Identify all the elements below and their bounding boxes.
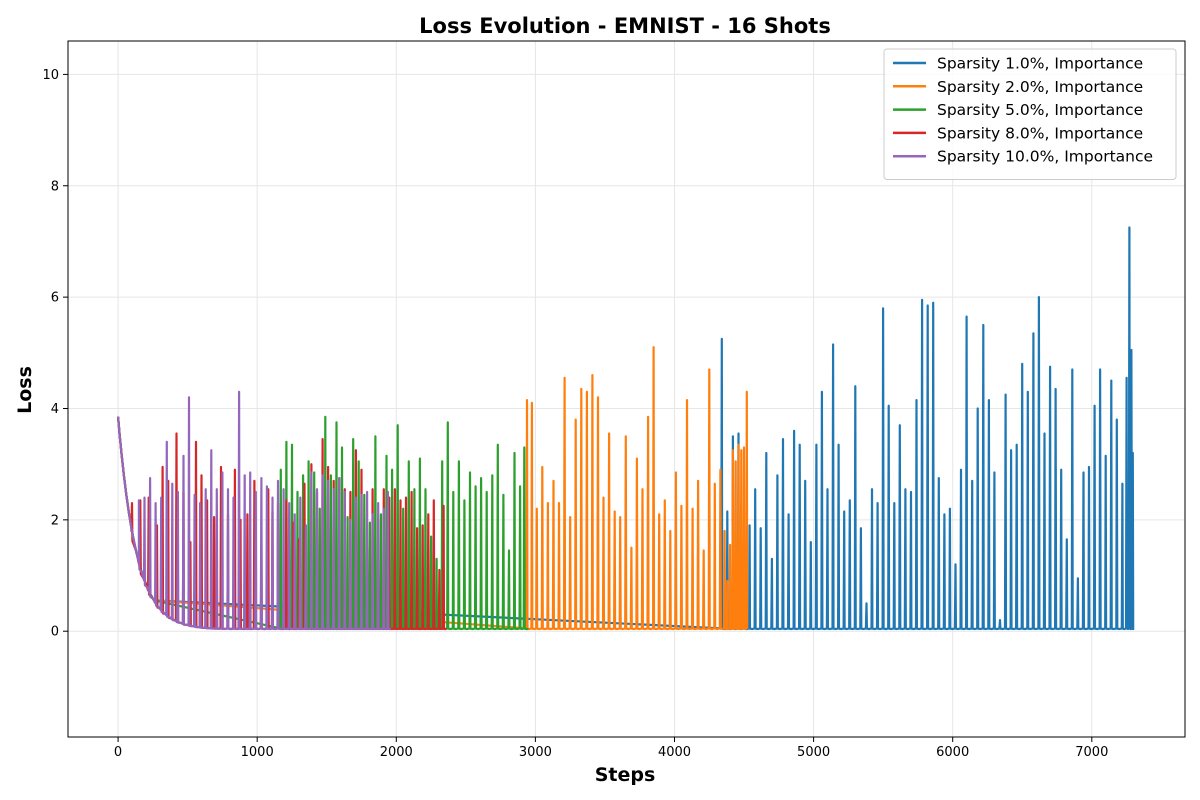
legend-label: Sparsity 5.0%, Importance xyxy=(937,101,1143,119)
y-tick-label: 2 xyxy=(51,513,59,528)
legend-label: Sparsity 8.0%, Importance xyxy=(937,124,1143,142)
y-tick-label: 6 xyxy=(51,291,59,306)
legend-label: Sparsity 10.0%, Importance xyxy=(937,148,1153,166)
plot-frame xyxy=(67,40,1186,738)
y-axis-title: Loss xyxy=(14,366,36,414)
legend-box xyxy=(883,48,1177,180)
legend-label: Sparsity 1.0%, Importance xyxy=(937,55,1143,73)
axis-ticks: 0 1000 2000 3000 4000 5000 6000 7000 0 2 4 6 8 10 xyxy=(42,68,1108,760)
chart-title: Loss Evolution - EMNIST - 16 Shots xyxy=(419,14,831,38)
legend: Sparsity 1.0%, Importance Sparsity 2.0%, … xyxy=(883,48,1177,180)
y-tick-label: 10 xyxy=(42,68,59,83)
series-lines xyxy=(117,226,1135,631)
legend-label: Sparsity 2.0%, Importance xyxy=(937,78,1143,96)
series-line-5 xyxy=(117,390,391,631)
x-tick-label: 7000 xyxy=(1075,745,1108,760)
x-tick-label: 0 xyxy=(114,745,122,760)
x-tick-label: 2000 xyxy=(380,745,413,760)
y-tick-label: 8 xyxy=(51,179,59,194)
x-tick-label: 3000 xyxy=(519,745,552,760)
x-tick-label: 5000 xyxy=(797,745,830,760)
y-tick-label: 4 xyxy=(51,402,59,417)
x-tick-label: 6000 xyxy=(936,745,969,760)
x-axis-title: Steps xyxy=(595,764,656,786)
x-tick-label: 1000 xyxy=(241,745,274,760)
x-tick-label: 4000 xyxy=(658,745,691,760)
y-tick-label: 0 xyxy=(51,625,59,640)
